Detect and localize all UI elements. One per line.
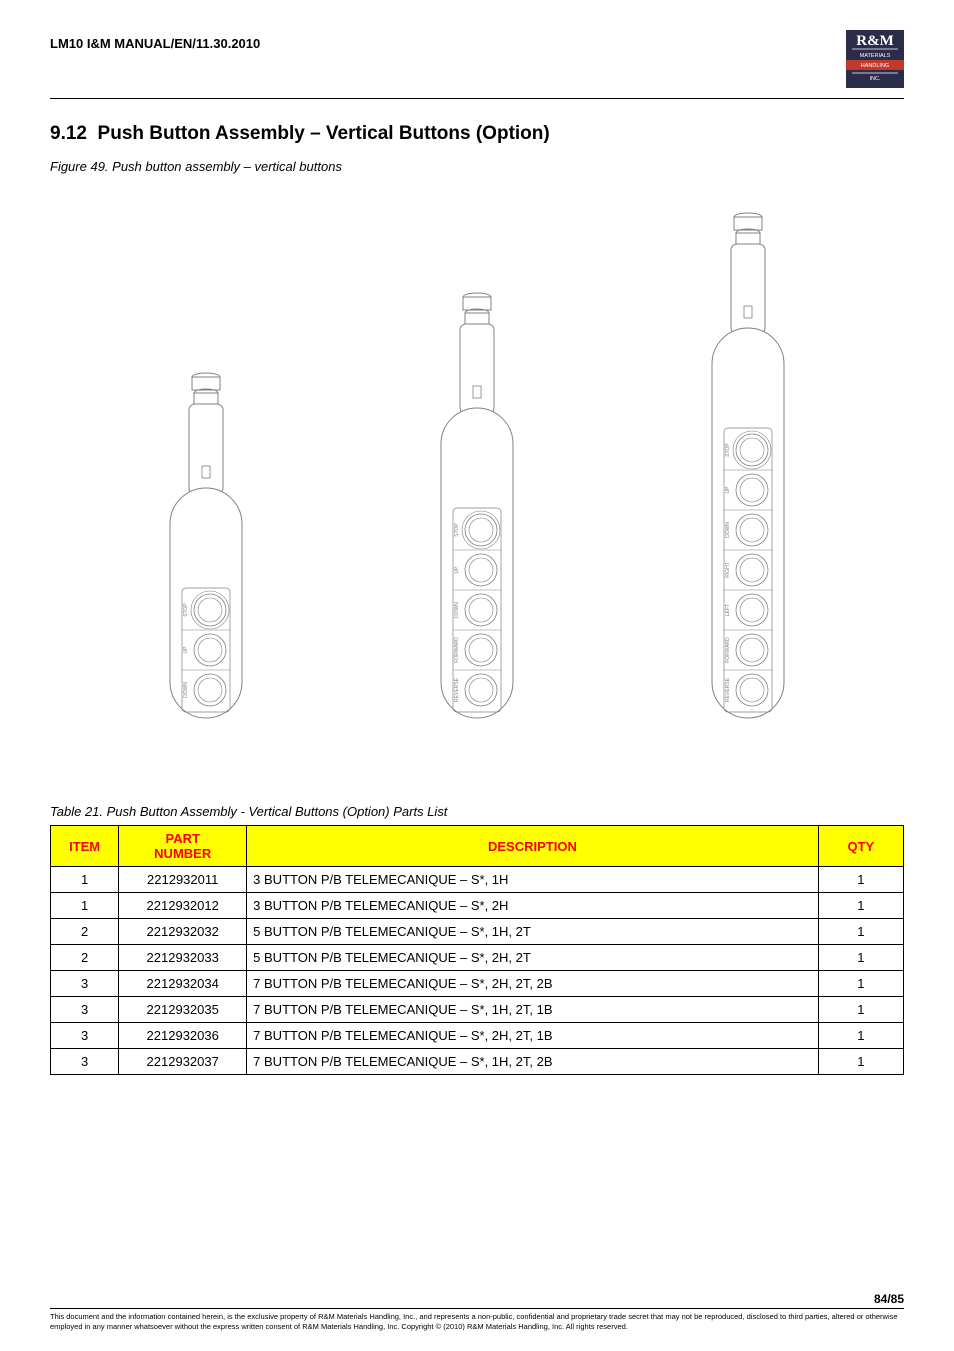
svg-text:DOWN: DOWN [183,682,189,698]
svg-text:REVERSE: REVERSE [454,677,460,702]
svg-text:STOP: STOP [454,523,460,537]
figure-area: STOP UP DOWN STOP UP DOWN FORWARD REVERSE STOP UP… [50,204,904,764]
svg-text:DOWN: DOWN [725,522,731,538]
cell-qty: 1 [818,945,903,971]
cell-item: 3 [51,1049,119,1075]
pendant-wrapper: STOP UP DOWN FORWARD REVERSE [407,288,547,764]
table-header-row: ITEMPARTNUMBERDESCRIPTIONQTY [51,826,904,867]
svg-text:UP: UP [454,566,460,574]
cell-desc: 5 BUTTON P/B TELEMECANIQUE – S*, 1H, 2T [247,919,819,945]
cell-part: 2212932012 [119,893,247,919]
column-header-part: PARTNUMBER [119,826,247,867]
cell-part: 2212932011 [119,867,247,893]
logo-line1: MATERIALS [860,53,891,59]
cell-desc: 7 BUTTON P/B TELEMECANIQUE – S*, 2H, 2T,… [247,971,819,997]
cell-item: 3 [51,1023,119,1049]
pendant-wrapper: STOP UP DOWN [136,368,276,764]
cell-part: 2212932033 [119,945,247,971]
page-footer: 84/85 This document and the information … [50,1292,904,1331]
footer-disclaimer: This document and the information contai… [50,1312,904,1331]
pendant-wrapper: STOP UP DOWN RIGHT LEFT FORWARD REVERSE [678,208,818,764]
cell-desc: 7 BUTTON P/B TELEMECANIQUE – S*, 1H, 2T,… [247,997,819,1023]
table-row: 322129320367 BUTTON P/B TELEMECANIQUE – … [51,1023,904,1049]
section-title: 9.12 Push Button Assembly – Vertical But… [50,123,904,145]
cell-part: 2212932034 [119,971,247,997]
table-caption: Table 21. Push Button Assembly - Vertica… [50,804,904,819]
figure-caption: Figure 49. Push button assembly – vertic… [50,159,904,174]
cell-qty: 1 [818,893,903,919]
table-row: 322129320377 BUTTON P/B TELEMECANIQUE – … [51,1049,904,1075]
table-row: 222129320325 BUTTON P/B TELEMECANIQUE – … [51,919,904,945]
svg-text:LEFT: LEFT [725,604,731,616]
document-id: LM10 I&M MANUAL/EN/11.30.2010 [50,30,260,51]
svg-text:FORWARD: FORWARD [725,637,731,663]
company-logo: R&M MATERIALS HANDLING INC. ® [846,30,904,90]
table-row: 322129320347 BUTTON P/B TELEMECANIQUE – … [51,971,904,997]
svg-text:FORWARD: FORWARD [454,637,460,663]
svg-text:®: ® [902,31,904,38]
cell-part: 2212932035 [119,997,247,1023]
cell-qty: 1 [818,919,903,945]
column-header-item: ITEM [51,826,119,867]
logo-top-text: R&M [856,33,894,49]
table-body: 122129320113 BUTTON P/B TELEMECANIQUE – … [51,867,904,1075]
svg-text:RIGHT: RIGHT [725,562,731,578]
pendant-5-button: STOP UP DOWN FORWARD REVERSE [407,288,547,764]
column-header-qty: QTY [818,826,903,867]
cell-item: 1 [51,867,119,893]
column-header-desc: DESCRIPTION [247,826,819,867]
logo-line2: HANDLING [861,63,889,69]
cell-item: 2 [51,945,119,971]
svg-text:STOP: STOP [725,443,731,457]
pendant-3-button: STOP UP DOWN [136,368,276,764]
svg-text:UP: UP [183,646,189,654]
parts-table: ITEMPARTNUMBERDESCRIPTIONQTY 12212932011… [50,825,904,1075]
table-row: 322129320357 BUTTON P/B TELEMECANIQUE – … [51,997,904,1023]
cell-item: 3 [51,997,119,1023]
logo-line3: INC. [870,76,881,82]
page-header: LM10 I&M MANUAL/EN/11.30.2010 R&M MATERI… [50,30,904,99]
table-row: 122129320123 BUTTON P/B TELEMECANIQUE – … [51,893,904,919]
cell-qty: 1 [818,1049,903,1075]
section-heading: Push Button Assembly – Vertical Buttons … [98,123,550,144]
table-row: 222129320335 BUTTON P/B TELEMECANIQUE – … [51,945,904,971]
cell-desc: 7 BUTTON P/B TELEMECANIQUE – S*, 2H, 2T,… [247,1023,819,1049]
cell-desc: 7 BUTTON P/B TELEMECANIQUE – S*, 1H, 2T,… [247,1049,819,1075]
cell-qty: 1 [818,867,903,893]
cell-qty: 1 [818,971,903,997]
svg-text:UP: UP [725,486,731,494]
cell-qty: 1 [818,997,903,1023]
cell-desc: 3 BUTTON P/B TELEMECANIQUE – S*, 1H [247,867,819,893]
cell-item: 3 [51,971,119,997]
table-row: 122129320113 BUTTON P/B TELEMECANIQUE – … [51,867,904,893]
svg-text:REVERSE: REVERSE [725,677,731,702]
section-number: 9.12 [50,123,87,144]
cell-desc: 5 BUTTON P/B TELEMECANIQUE – S*, 2H, 2T [247,945,819,971]
page-number: 84/85 [50,1292,904,1309]
cell-part: 2212932032 [119,919,247,945]
cell-item: 1 [51,893,119,919]
cell-part: 2212932037 [119,1049,247,1075]
cell-desc: 3 BUTTON P/B TELEMECANIQUE – S*, 2H [247,893,819,919]
cell-part: 2212932036 [119,1023,247,1049]
svg-text:DOWN: DOWN [454,602,460,618]
svg-text:STOP: STOP [183,603,189,617]
cell-qty: 1 [818,1023,903,1049]
cell-item: 2 [51,919,119,945]
pendant-7-button: STOP UP DOWN RIGHT LEFT FORWARD REVERSE [678,208,818,764]
